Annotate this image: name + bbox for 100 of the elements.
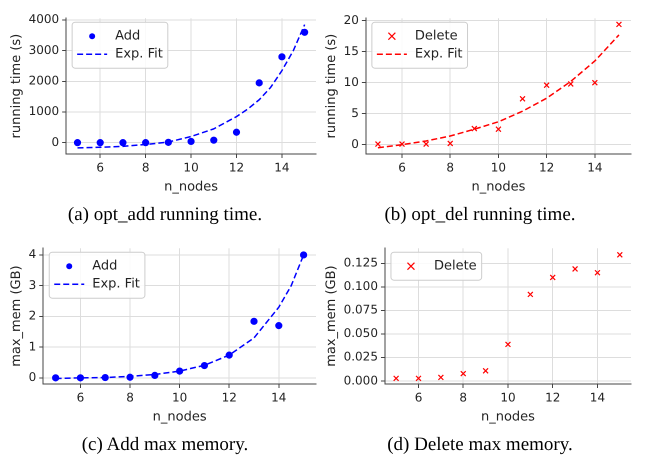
point (393, 375, 400, 382)
y-axis-title: max_mem (GB) (9, 265, 24, 367)
point (275, 322, 282, 330)
x-tick-label: 14 (274, 160, 290, 174)
point (550, 274, 556, 281)
y-tick-label: 1000 (28, 104, 60, 118)
x-tick-label: 6 (96, 160, 104, 174)
y-tick-label: 10 (344, 74, 359, 89)
point (278, 53, 286, 60)
y-tick-label: 0.050 (344, 326, 378, 340)
x-tick-label: 8 (126, 390, 134, 404)
point (504, 341, 512, 348)
point (374, 141, 381, 148)
legend-label: Add (115, 28, 140, 44)
x-tick-label: 10 (183, 160, 199, 174)
point (151, 372, 158, 379)
text: (d) Delete max memory. (386, 434, 574, 456)
y-tick-label: 20 (344, 12, 359, 27)
x-tick-label: 10 (172, 390, 188, 404)
point (447, 140, 454, 147)
y-tick-label: 4 (28, 247, 36, 262)
legend-label: Exp. Fit (92, 276, 140, 292)
point (594, 270, 601, 276)
point (226, 352, 233, 359)
point (471, 126, 478, 132)
point (616, 252, 623, 258)
point (126, 374, 134, 381)
y-tick-label: 1 (28, 339, 36, 354)
point (142, 139, 150, 146)
point (495, 126, 502, 132)
y-tick-label: 0.075 (344, 302, 378, 317)
point (102, 374, 109, 382)
point (52, 374, 60, 382)
x-tick-label: 12 (545, 390, 560, 404)
y-axis-title: running time (s) (324, 34, 340, 138)
y-tick-label: 0.000 (344, 373, 378, 388)
point (256, 79, 263, 86)
x-axis-title: n_nodes (471, 180, 526, 195)
point (210, 136, 218, 144)
point (232, 128, 240, 136)
x-tick-label: 8 (142, 160, 150, 174)
legend-label: Exp. Fit (115, 46, 163, 62)
y-tick-label: 0.100 (344, 278, 378, 293)
x-tick-label: 12 (539, 160, 554, 174)
x-axis-title: n_nodes (480, 410, 536, 425)
x-tick-label: 14 (271, 390, 286, 404)
x-tick-label: 6 (398, 160, 406, 174)
x-tick-label: 8 (446, 160, 454, 174)
point (164, 138, 172, 146)
x-tick-label: 10 (490, 160, 506, 174)
point (176, 367, 184, 375)
point (592, 80, 598, 86)
x-tick-label: 8 (459, 390, 468, 404)
text: (b) opt_del running time. (383, 204, 577, 226)
point (398, 141, 406, 148)
x-tick-label: 14 (587, 160, 602, 174)
y-tick-label: 3000 (28, 42, 60, 57)
y-tick-label: 0.025 (344, 350, 378, 364)
point (200, 362, 208, 370)
x-tick-label: 6 (414, 390, 422, 404)
y-tick-label: 3 (28, 278, 36, 292)
x-tick-label: 10 (500, 390, 516, 404)
y-tick-label: 0.125 (344, 255, 378, 270)
text: (a) opt_add running time. (66, 204, 264, 226)
y-axis-title: max_mem (GB) (324, 265, 340, 367)
point (423, 141, 430, 148)
text: (c) Add max memory. (80, 434, 250, 456)
legend-label: Delete (434, 258, 477, 274)
point (568, 80, 574, 88)
x-axis-title: n_nodes (164, 180, 218, 195)
legend-label: Exp. Fit (414, 46, 463, 62)
point (527, 291, 534, 298)
x-tick-label: 12 (222, 390, 237, 404)
x-tick-label: 14 (590, 390, 606, 404)
point (119, 139, 127, 146)
y-tick-label: 15 (344, 44, 359, 58)
y-tick-label: 4000 (28, 12, 60, 26)
point (544, 82, 550, 88)
point (460, 370, 466, 377)
point (415, 375, 422, 382)
legend-label: Delete (414, 28, 458, 44)
y-axis-title: running time (s) (9, 34, 24, 138)
point (74, 139, 82, 146)
y-tick-label: 2 (28, 308, 36, 323)
point (572, 266, 578, 272)
x-tick-label: 12 (228, 160, 244, 174)
x-tick-label: 6 (76, 390, 84, 404)
point (300, 251, 308, 259)
point (250, 318, 258, 325)
line-series (76, 24, 306, 149)
point (519, 96, 526, 102)
y-tick-label: 0 (52, 134, 60, 149)
y-tick-label: 5 (351, 106, 359, 120)
y-tick-label: 2000 (28, 73, 60, 88)
x-axis-title: n_nodes (152, 410, 207, 425)
y-tick-label: 0 (28, 370, 36, 384)
legend-label: Add (92, 258, 118, 274)
point (438, 374, 444, 380)
point (96, 139, 104, 146)
point (482, 368, 489, 374)
